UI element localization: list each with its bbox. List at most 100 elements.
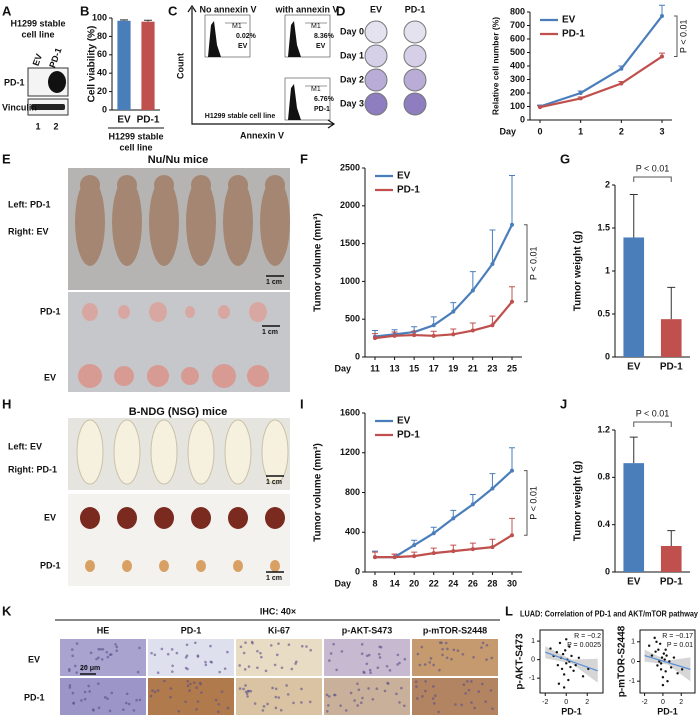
image-shape (224, 419, 252, 485)
image-shape (238, 664, 241, 667)
photo-title: Nu/Nu mice (148, 154, 209, 166)
x-tick-label: 1 (578, 126, 583, 136)
image-shape (308, 700, 312, 704)
image-shape (192, 681, 196, 684)
image-shape (97, 647, 100, 651)
annotation: P < 0.01 (678, 19, 688, 53)
image-shape (170, 648, 174, 651)
image-shape (256, 649, 259, 653)
image-shape (256, 666, 259, 670)
x-tick-label: 20 (409, 578, 419, 588)
x-axis-label: PD-1 (657, 706, 678, 716)
image-shape (109, 653, 113, 656)
point (658, 642, 662, 645)
photo-title: B-NDG (NSG) mice (129, 406, 227, 418)
error-bar (489, 473, 496, 489)
significance-bracket (674, 15, 678, 58)
significance-bracket (633, 176, 672, 182)
image-shape (360, 652, 364, 655)
flow-header: No annexin V (199, 4, 256, 14)
y-tick-label: 100 (92, 12, 107, 22)
image-shape (309, 648, 313, 652)
image-shape (70, 648, 74, 651)
flow-caption: H1299 stable cell line (205, 113, 276, 120)
side-legend: Right: PD-1 (8, 464, 57, 474)
x-tick-label: 2 (679, 699, 683, 706)
bar (141, 21, 155, 110)
image-shape (466, 679, 469, 683)
image-shape (270, 560, 280, 572)
image-shape (265, 175, 285, 195)
image-shape (147, 365, 169, 387)
image-shape (31, 104, 65, 110)
image-shape (103, 696, 107, 699)
image-shape (274, 687, 278, 691)
image-shape (242, 687, 245, 691)
x-axis-label: Day (334, 578, 351, 588)
x-axis-label: cell line (119, 142, 152, 152)
blot-title: H1299 stable (10, 18, 65, 28)
image-shape (185, 306, 195, 318)
image-shape (300, 701, 303, 704)
image-shape (138, 698, 142, 702)
error-bar (509, 447, 515, 471)
ihc-column: HE (97, 625, 110, 635)
image-shape (375, 687, 379, 690)
point (510, 222, 514, 227)
y-tick-label: 0 (102, 104, 107, 114)
image-shape (287, 643, 291, 646)
image-shape (106, 697, 109, 700)
point (431, 551, 436, 556)
image-shape (262, 705, 266, 708)
point (574, 664, 577, 667)
series-line (539, 55, 663, 109)
bar (660, 319, 682, 357)
image-shape (198, 681, 202, 685)
image-shape (151, 689, 154, 692)
image-shape (271, 686, 274, 690)
image-shape (403, 657, 407, 661)
point (451, 549, 456, 554)
image-shape (250, 640, 254, 644)
annotation: P = 0.01 (667, 642, 693, 649)
flow-label: PD-1 (314, 106, 330, 113)
y-axis-label: Tumor weight (g) (573, 461, 584, 541)
point (661, 676, 665, 679)
image-shape (428, 661, 432, 664)
image-shape (274, 695, 278, 699)
image-shape (124, 701, 128, 705)
panel-label: D (336, 3, 345, 18)
image-shape (364, 20, 388, 44)
image-shape (357, 688, 361, 692)
image-shape (446, 647, 449, 651)
image-shape (239, 645, 243, 649)
point (431, 333, 436, 338)
image-shape (191, 8, 334, 125)
blot-row-label: Vinculin (2, 102, 37, 112)
image-shape (472, 655, 475, 659)
image-shape (325, 710, 329, 713)
image-shape (245, 692, 249, 696)
image-shape (376, 666, 380, 670)
point (572, 669, 575, 672)
image-shape (260, 655, 263, 659)
image-shape (83, 697, 87, 701)
plate-row: Day 1 (340, 50, 364, 60)
scale-label: 1 cm (266, 279, 282, 286)
point (663, 658, 666, 661)
x-tick-label: 11 (370, 363, 380, 373)
image-shape (195, 686, 198, 689)
y-tick-label: 1.2 (597, 424, 610, 434)
lane-number: 1 (35, 121, 40, 131)
image-shape (68, 686, 72, 689)
x-tick-label: 0 (537, 126, 542, 136)
y-tick-label: 1 (631, 639, 635, 646)
error-bar (509, 286, 515, 302)
point (660, 54, 664, 59)
point (412, 333, 417, 338)
series-line (374, 224, 513, 338)
y-axis-label: p-mTOR-S2448 (617, 625, 628, 697)
plate-column: EV (370, 4, 382, 14)
y-axis-label: Cell viability (%) (87, 26, 98, 103)
image-shape (284, 77, 331, 121)
